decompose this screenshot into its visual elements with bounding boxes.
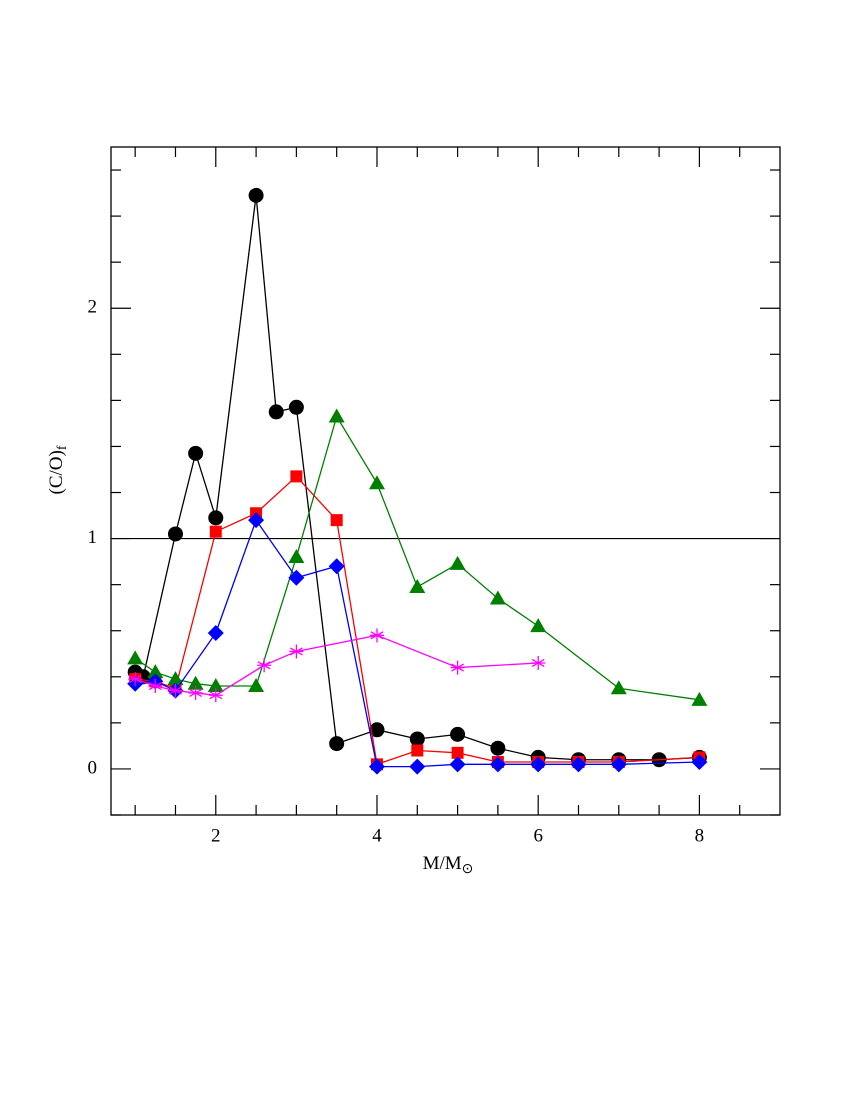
marker — [147, 664, 164, 679]
marker — [288, 549, 305, 564]
marker — [187, 675, 204, 690]
series-line — [134, 414, 700, 701]
y-tick-label: 1 — [88, 527, 98, 548]
x-axis-label: M/M⊙ — [423, 853, 474, 877]
marker — [369, 722, 385, 738]
marker — [127, 650, 144, 665]
marker — [208, 510, 224, 526]
marker — [328, 408, 345, 423]
marker — [368, 758, 385, 775]
marker — [167, 526, 183, 542]
marker — [209, 525, 222, 538]
marker — [369, 628, 384, 643]
y-label-sub: f — [55, 445, 70, 450]
y-axis-label: (C/O)f — [46, 445, 70, 494]
marker — [451, 746, 464, 759]
marker — [328, 558, 345, 575]
series-line — [134, 634, 539, 696]
marker — [691, 691, 708, 706]
marker — [489, 756, 506, 773]
marker — [409, 758, 426, 775]
marker — [530, 756, 547, 773]
marker — [188, 685, 203, 700]
marker — [248, 678, 265, 693]
x-tick-label: 6 — [533, 825, 543, 846]
marker — [489, 590, 506, 605]
marker — [610, 756, 627, 773]
x-label-main: M/M — [423, 853, 462, 874]
marker — [570, 756, 587, 773]
marker — [288, 399, 304, 415]
marker — [329, 736, 345, 752]
marker — [330, 514, 343, 527]
y-tick-label: 2 — [88, 297, 98, 318]
series-line — [134, 195, 700, 761]
marker — [449, 555, 466, 570]
x-tick-label: 4 — [372, 825, 382, 846]
marker — [368, 475, 385, 490]
marker — [409, 578, 426, 593]
marker — [167, 671, 184, 686]
marker — [168, 683, 183, 698]
y-label-main: (C/O) — [46, 450, 67, 494]
marker — [248, 187, 264, 203]
marker — [290, 470, 303, 483]
y-tick-label: 0 — [88, 757, 98, 778]
series-line — [135, 518, 700, 768]
marker — [450, 726, 466, 742]
marker — [530, 618, 547, 633]
marker — [531, 655, 546, 670]
marker — [188, 445, 204, 461]
marker — [207, 625, 224, 642]
marker — [490, 740, 506, 756]
marker — [409, 731, 425, 747]
marker — [450, 660, 465, 675]
marker — [691, 754, 708, 771]
marker — [207, 678, 224, 693]
marker — [208, 688, 223, 703]
marker — [148, 679, 163, 694]
marker — [449, 756, 466, 773]
marker — [257, 658, 272, 673]
marker — [128, 672, 143, 687]
x-tick-label: 2 — [211, 825, 221, 846]
marker — [248, 512, 265, 529]
marker — [411, 744, 424, 757]
x-label-sub: ⊙ — [462, 862, 474, 877]
marker — [289, 644, 304, 659]
x-tick-label: 8 — [695, 825, 705, 846]
plot-frame — [110, 146, 781, 816]
marker — [288, 569, 305, 586]
marker — [610, 680, 627, 695]
marker — [268, 404, 284, 420]
